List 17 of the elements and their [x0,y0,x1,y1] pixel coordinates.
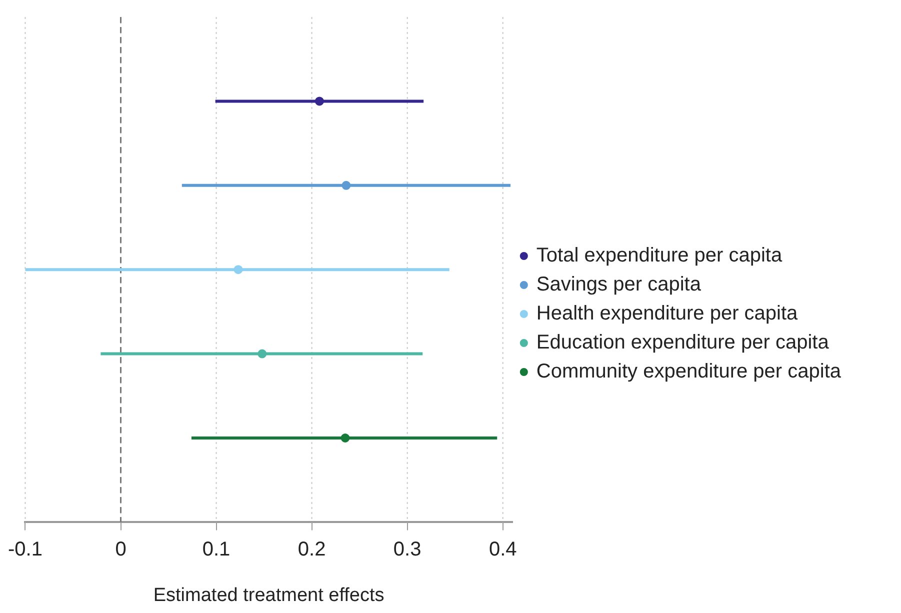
x-tick-label: 0.4 [488,538,517,561]
point [258,349,267,358]
x-tick-label: 0 [115,538,126,561]
point [314,96,324,106]
x-axis-title: Estimated treatment effects [153,584,384,606]
point [234,265,243,274]
x-tick-label: 0.2 [298,538,326,561]
x-tick-label: 0.3 [393,538,422,561]
legend-label: Savings per capita [536,274,702,296]
legend-label: Education expenditure per capita [536,332,830,354]
point [340,434,350,442]
point [342,180,351,190]
x-tick-label: 0.1 [202,538,230,561]
legend-label: Total expenditure per capita [536,244,783,267]
legend-label: Community expenditure per capita [536,360,842,383]
x-tick-label: -0.1 [8,538,42,561]
legend-label: Health expenditure per capita [536,302,799,325]
